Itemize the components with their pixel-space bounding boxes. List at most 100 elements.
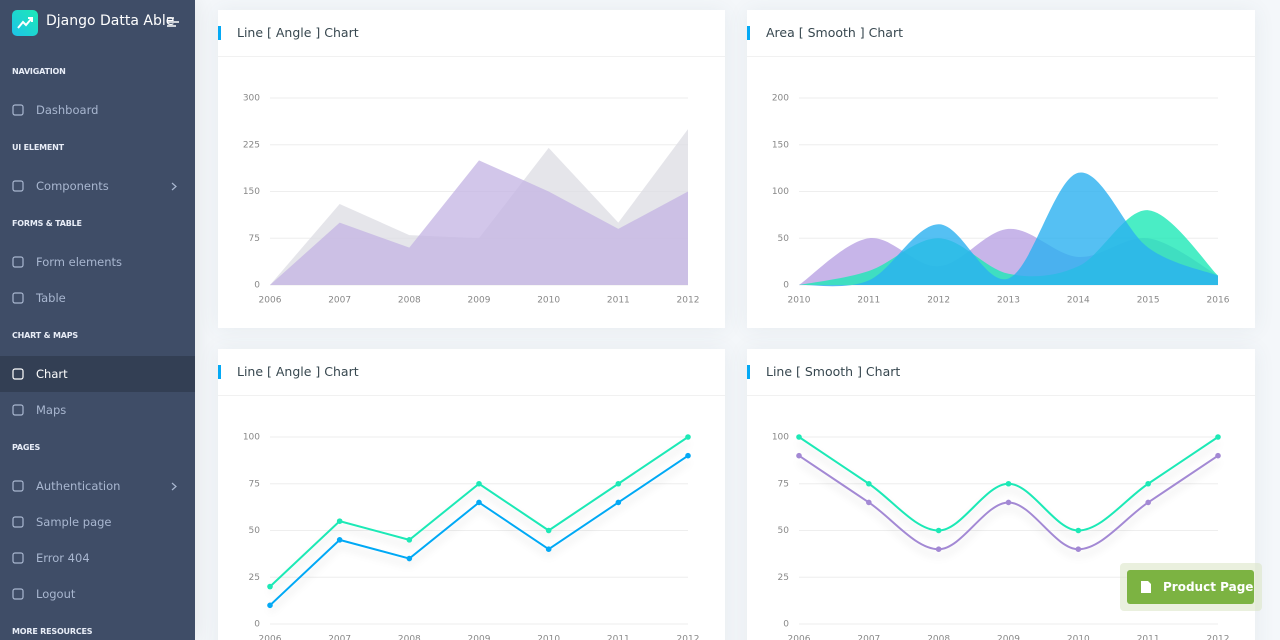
area <box>270 160 688 285</box>
x-tick-label: 2016 <box>1207 296 1230 306</box>
y-tick-label: 225 <box>243 140 260 150</box>
point <box>685 434 691 440</box>
chevron-shape <box>171 482 177 491</box>
x-tick-label: 2014 <box>1067 296 1090 306</box>
nav-item[interactable]: Maps <box>0 392 195 428</box>
nav-item[interactable]: Table <box>0 280 195 316</box>
x-tick-label: 2007 <box>328 296 351 306</box>
nav-label: Form elements <box>36 255 123 269</box>
y-tick-label: 100 <box>243 433 260 443</box>
nav-label: Maps <box>36 403 67 417</box>
nav-item[interactable]: Chart <box>0 356 195 392</box>
card-header: Line [ Angle ] Chart <box>218 349 725 396</box>
point <box>935 546 942 552</box>
x-tick-label: 2008 <box>398 296 421 306</box>
nav-item[interactable]: Dashboard <box>0 92 195 128</box>
brand-name: Django Datta Able <box>46 13 175 29</box>
x-tick-label: 2010 <box>1067 635 1090 640</box>
x-tick-label: 2006 <box>788 635 811 640</box>
nav-icon <box>12 588 24 600</box>
nav-item[interactable]: Components <box>0 168 195 204</box>
point <box>685 452 691 459</box>
point <box>1075 546 1082 552</box>
chart-card: Line [ Angle ] Chart 0 75 150 225 300 2006 2007… <box>218 10 725 328</box>
nav-icon <box>12 552 24 564</box>
nav-item[interactable]: Sample page <box>0 504 195 540</box>
x-tick-label: 2012 <box>677 296 700 306</box>
y-tick-label: 150 <box>243 187 260 197</box>
point <box>267 583 273 590</box>
point <box>336 537 343 543</box>
nav-item[interactable]: Error 404 <box>0 540 195 576</box>
section-title: NAVIGATION <box>12 67 66 76</box>
y-tick-label: 200 <box>772 94 789 104</box>
chart-title: Line [ Angle ] Chart <box>237 364 359 379</box>
icon-shape <box>12 480 24 492</box>
point <box>1005 499 1012 506</box>
icon-shape <box>12 104 24 116</box>
chart: 0 25 50 75 100 2006 2007 2008 2009 2010 2011 2012 <box>772 433 1230 640</box>
nav-label: Table <box>36 291 66 305</box>
x-tick-label: 2012 <box>927 296 950 306</box>
chevron <box>171 182 177 191</box>
card-header: Line [ Angle ] Chart <box>218 10 725 57</box>
nav-item[interactable]: Form elements <box>0 244 195 280</box>
point <box>615 480 622 487</box>
section-title: FORMS & TABLE <box>12 219 82 228</box>
title-accent <box>747 26 750 40</box>
menu-toggle[interactable] <box>166 16 180 28</box>
x-tick-label: 2015 <box>1137 296 1160 306</box>
nav-item[interactable]: Logout <box>0 576 195 612</box>
nav-icon <box>12 404 24 416</box>
point <box>1145 480 1151 487</box>
chart-title: Line [ Smooth ] Chart <box>766 364 901 379</box>
point <box>615 499 622 506</box>
point <box>866 499 872 506</box>
nav-icon <box>12 104 24 116</box>
section-title: PAGES <box>12 443 41 452</box>
button-frame: Product Page <box>1120 563 1262 611</box>
icon-shape <box>12 404 24 416</box>
icon-shape <box>12 516 24 528</box>
card-header: Line [ Smooth ] Chart <box>747 349 1255 396</box>
title-accent <box>218 26 221 40</box>
x-tick-label: 2008 <box>398 635 421 640</box>
x-tick-label: 2011 <box>1137 635 1160 640</box>
area <box>799 172 1218 287</box>
icon-shape <box>12 368 24 380</box>
point <box>1005 480 1012 487</box>
nav-label: Logout <box>36 587 76 601</box>
card-header: Area [ Smooth ] Chart <box>747 10 1255 57</box>
y-tick-label: 100 <box>772 433 789 443</box>
point <box>1215 452 1221 459</box>
brand[interactable]: Django Datta Able <box>0 0 195 44</box>
chart: 0 75 150 225 300 2006 2007 2008 2009 2010 2011 2012 <box>243 94 700 306</box>
x-tick-label: 2011 <box>607 635 630 640</box>
section-title: CHART & MAPS <box>12 331 78 340</box>
section-title: UI ELEMENT <box>12 143 64 152</box>
y-tick-label: 25 <box>778 573 789 583</box>
chart-title: Area [ Smooth ] Chart <box>766 25 903 40</box>
x-tick-label: 2012 <box>677 635 700 640</box>
x-tick-label: 2007 <box>857 635 880 640</box>
nav-label: Authentication <box>36 479 121 493</box>
nav-icon <box>12 180 24 192</box>
point <box>796 452 802 459</box>
point <box>1145 499 1151 506</box>
x-tick-label: 2010 <box>537 635 560 640</box>
y-tick-label: 50 <box>778 234 790 244</box>
icon-shape <box>12 256 24 268</box>
chart-title: Line [ Angle ] Chart <box>237 25 359 40</box>
nav-item[interactable]: Authentication <box>0 468 195 504</box>
x-tick-label: 2007 <box>328 635 351 640</box>
x-tick-label: 2013 <box>997 296 1020 306</box>
nav-icon <box>12 256 24 268</box>
point <box>476 499 482 506</box>
nav-icon <box>12 480 24 492</box>
point <box>1075 527 1082 534</box>
icon-shape <box>12 292 24 304</box>
product-page-button[interactable]: Product Page <box>1127 570 1254 604</box>
brand-logo <box>12 10 38 36</box>
y-tick-label: 50 <box>778 526 790 536</box>
y-tick-label: 50 <box>249 526 261 536</box>
